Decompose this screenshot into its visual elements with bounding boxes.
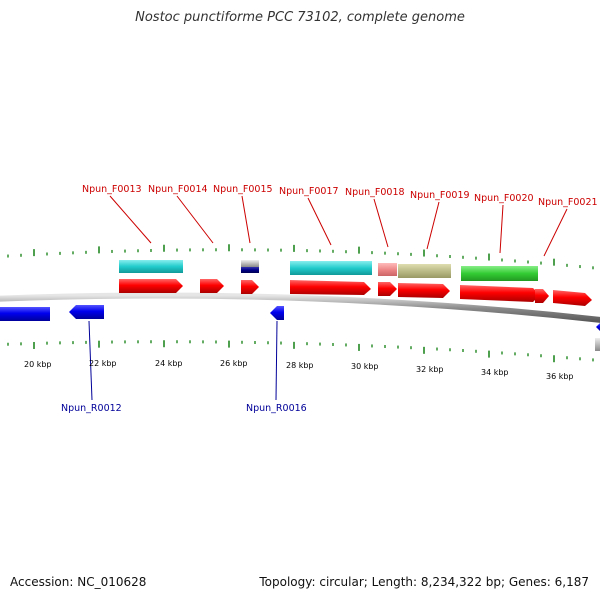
cyan-feature[interactable] (119, 260, 183, 273)
gene-label-forward[interactable]: Npun_F0020 (474, 193, 534, 204)
accession-text: Accession: NC_010628 (10, 575, 147, 589)
scale-label: 22 kbp (89, 359, 117, 368)
khaki-feature[interactable] (398, 264, 451, 278)
forward-cds-arrow[interactable] (378, 282, 397, 296)
reverse-cds-arrow[interactable] (596, 323, 600, 331)
gene-label-forward[interactable]: Npun_F0017 (279, 186, 339, 197)
forward-cds-arrow[interactable] (460, 285, 540, 302)
map-title: Nostoc punctiforme PCC 73102, complete g… (135, 10, 465, 25)
scale-label: 34 kbp (481, 368, 509, 377)
forward-cds-arrow[interactable] (535, 289, 549, 303)
scale-label: 32 kbp (416, 365, 444, 374)
cyan-feature[interactable] (290, 261, 372, 275)
green-feature[interactable] (461, 266, 538, 281)
scale-label: 30 kbp (351, 362, 379, 371)
pink-feature[interactable] (378, 263, 397, 276)
reverse-label-leaders (88, 320, 278, 401)
inner-tick-row (7, 340, 594, 363)
scale-label: 20 kbp (24, 360, 52, 369)
grey-feature[interactable] (595, 338, 600, 351)
gene-label-forward[interactable]: Npun_F0013 (82, 184, 142, 195)
genome-backbone (0, 292, 600, 323)
forward-cds-arrow[interactable] (241, 280, 259, 294)
forward-cds-arrow[interactable] (398, 283, 450, 298)
reverse-cds-arrow[interactable] (270, 306, 284, 320)
navy-feature[interactable] (241, 267, 259, 273)
forward-label-leaders (109, 195, 568, 257)
reverse-cds-arrow[interactable] (69, 305, 104, 319)
gene-label-reverse[interactable]: Npun_R0012 (61, 403, 122, 414)
gene-label-forward[interactable]: Npun_F0018 (345, 187, 405, 198)
gene-label-forward[interactable]: Npun_F0019 (410, 190, 470, 201)
gene-label-reverse[interactable]: Npun_R0016 (246, 403, 307, 414)
reverse-cds-arrow[interactable] (0, 307, 50, 321)
forward-cds-arrow[interactable] (290, 280, 371, 295)
gene-label-forward[interactable]: Npun_F0014 (148, 184, 208, 195)
scale-label: 24 kbp (155, 359, 183, 368)
genome-summary-text: Topology: circular; Length: 8,234,322 bp… (259, 575, 589, 589)
forward-cds-arrow[interactable] (119, 279, 183, 293)
grey-feature[interactable] (241, 260, 259, 267)
forward-cds-arrow[interactable] (200, 279, 224, 293)
scale-label: 28 kbp (286, 361, 314, 370)
gene-label-forward[interactable]: Npun_F0015 (213, 184, 273, 195)
outer-tick-row (7, 244, 594, 270)
gene-label-forward[interactable]: Npun_F0021 (538, 197, 598, 208)
forward-cds-arrow[interactable] (553, 290, 592, 306)
scale-label: 36 kbp (546, 372, 574, 381)
scale-label: 26 kbp (220, 359, 248, 368)
